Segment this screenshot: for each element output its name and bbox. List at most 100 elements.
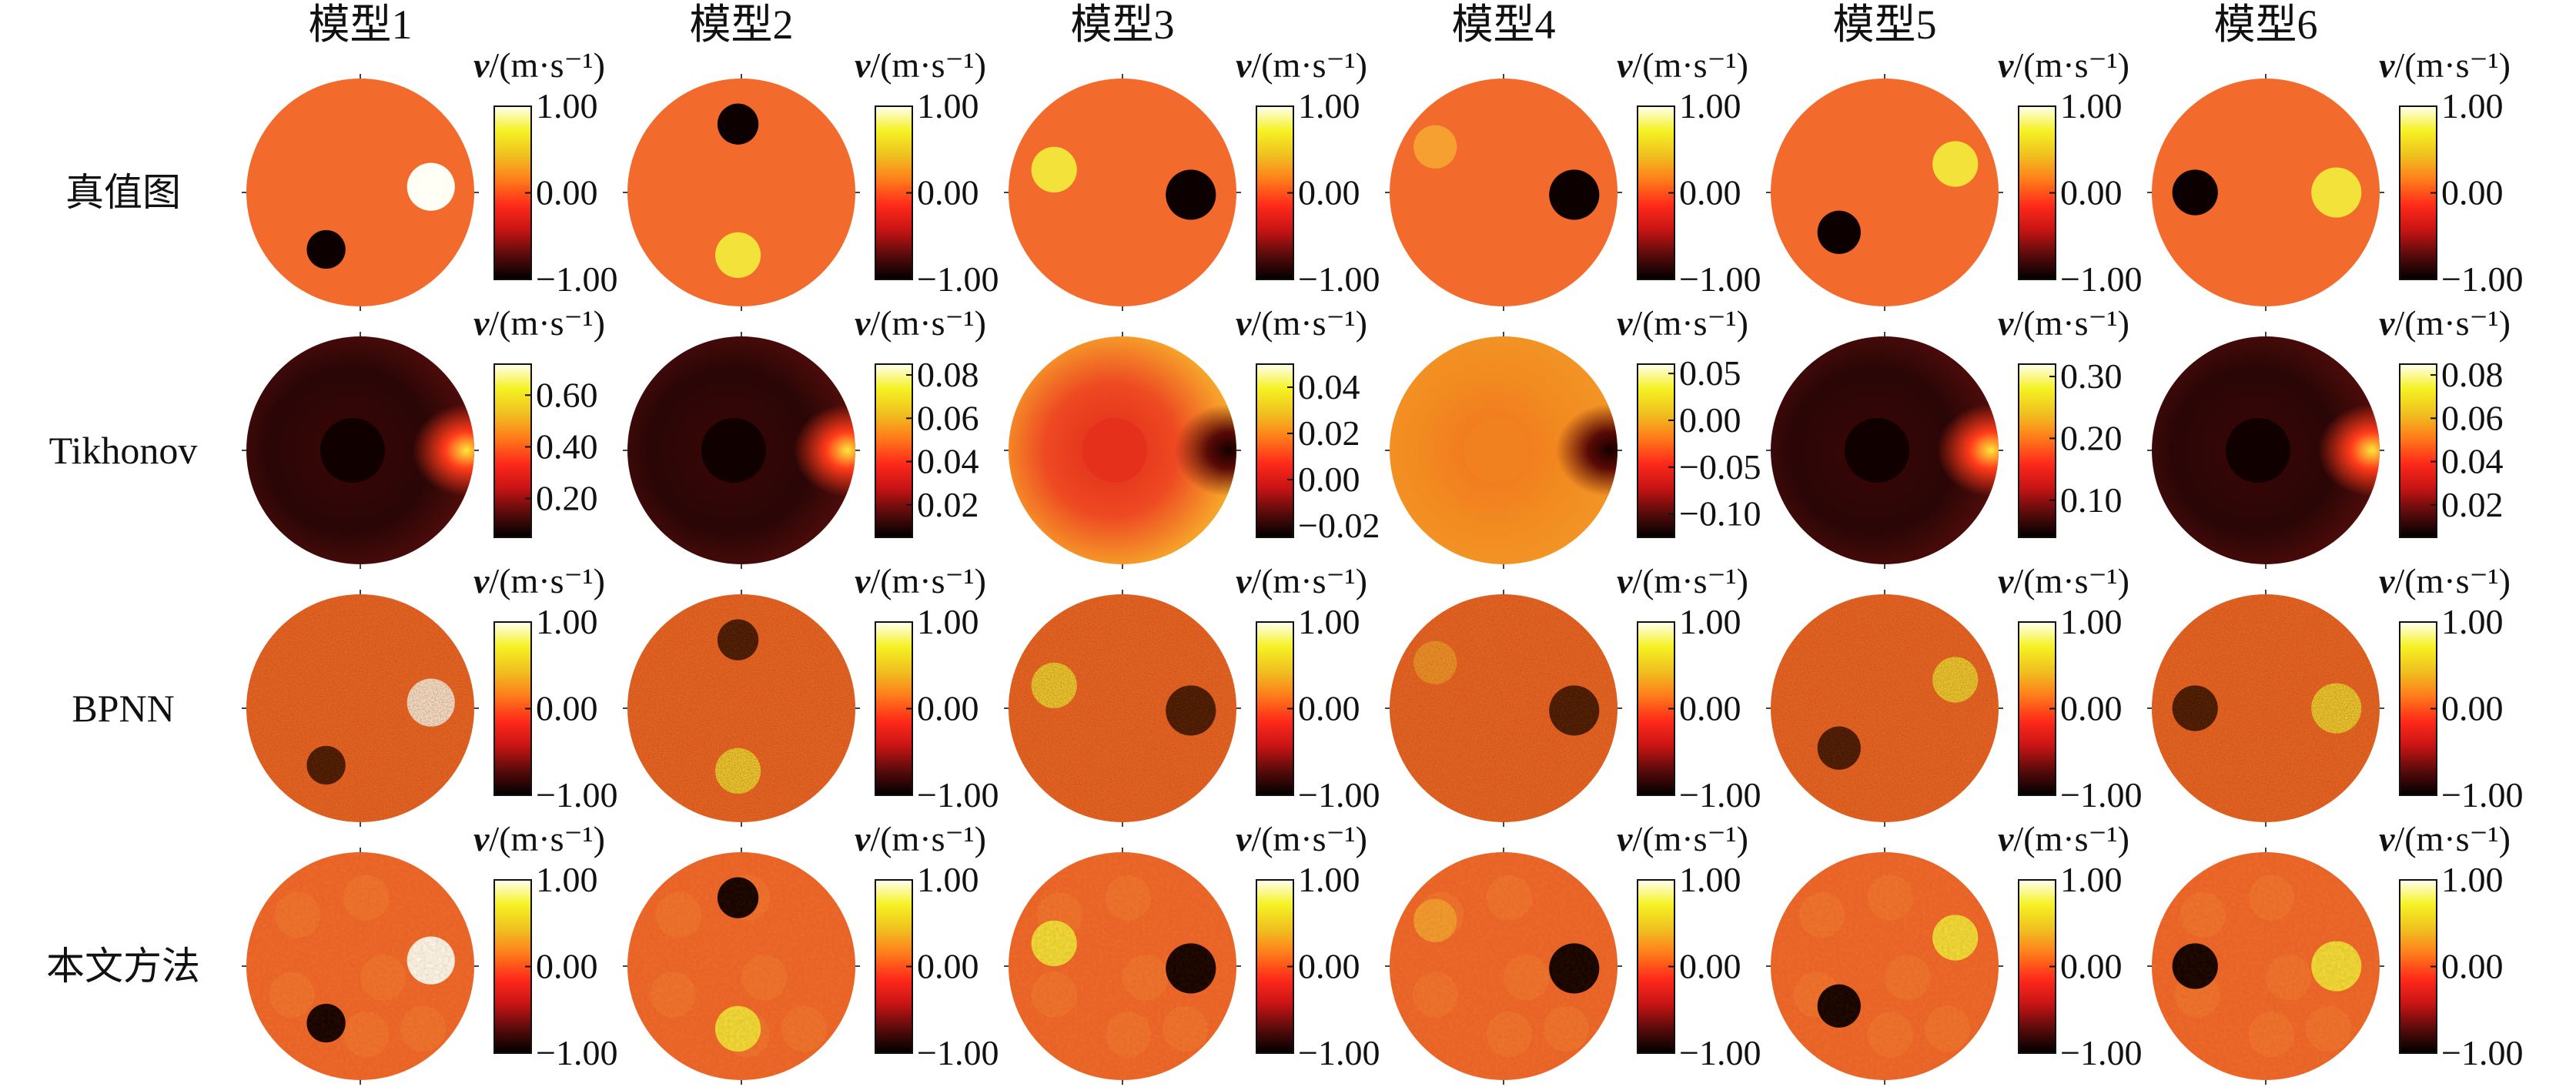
colorbar (2018, 363, 2056, 538)
image-panel: 0.08 0.06 0.04 0.02 v/(m·s⁻¹) (2144, 303, 2544, 569)
image-panel: 1.00 0.00 −1.00 v/(m·s⁻¹) (1001, 46, 1401, 311)
colorbar-symbol: v (473, 819, 490, 858)
panel-svg: 1.00 0.00 −1.00 (1385, 590, 1761, 827)
colorbar-tick-label: 1.00 (536, 602, 598, 641)
colorbar-unit: /(m·s⁻¹) (489, 45, 605, 85)
colorbar-tick-label: 1.00 (917, 602, 979, 641)
inclusion (306, 229, 346, 269)
panel-svg: 1.00 0.00 −1.00 (1004, 848, 1380, 1085)
panel-svg: 1.00 0.00 −1.00 (242, 848, 617, 1085)
image-panel: 0.05 0.00 −0.05 −0.10 v/(m·s⁻¹) (1382, 304, 1782, 569)
colorbar-unit: /(m·s⁻¹) (2394, 561, 2511, 600)
panel-svg: 1.00 0.00 −1.00 (623, 590, 999, 827)
colorbar-tick-label: 0.05 (1679, 353, 1741, 393)
colorbar-tick-label: −1.00 (1298, 775, 1380, 814)
reconstruction-disc (246, 594, 474, 822)
image-panel: 1.00 0.00 −1.00 v/(m·s⁻¹) (1382, 561, 1782, 827)
column-title: 模型6 (2213, 2, 2318, 48)
colorbar-symbol: v (2379, 45, 2395, 85)
colorbar-unit: /(m·s⁻¹) (2394, 819, 2511, 858)
reconstruction-disc (2152, 852, 2380, 1080)
colorbar-symbol: v (473, 45, 490, 85)
image-panel: 1.00 0.00 −1.00 v/(m·s⁻¹) (1763, 820, 2163, 1085)
colorbar-symbol: v (1236, 561, 1252, 600)
colorbar-tick-label: 0.00 (1298, 689, 1360, 728)
colorbar-symbol: v (473, 303, 490, 343)
column-title: 模型5 (1832, 2, 1937, 48)
panel-svg: 0.60 0.40 0.20 (242, 332, 598, 569)
image-panel: 1.00 0.00 −1.00 v/(m·s⁻¹) (1382, 46, 1782, 311)
column-title: 模型3 (1070, 2, 1175, 48)
colorbar-title: v/(m·s⁻¹) (2379, 562, 2511, 600)
colorbar-tick-label: 1.00 (917, 860, 979, 899)
inclusion (1082, 418, 1147, 483)
inclusion (2172, 169, 2218, 216)
colorbar-unit: /(m·s⁻¹) (1251, 45, 1367, 85)
colorbar-tick-label: 0.06 (917, 398, 979, 437)
image-panel: 1.00 0.00 −1.00 v/(m·s⁻¹) (620, 562, 1020, 827)
colorbar-tick-label: 0.08 (917, 355, 979, 394)
panel-svg: 1.00 0.00 −1.00 (242, 74, 617, 311)
column-title: 模型2 (689, 2, 794, 48)
colorbar-symbol: v (855, 819, 871, 858)
reconstruction-disc (627, 594, 855, 822)
colorbar-symbol: v (855, 561, 871, 600)
reconstruction-disc (2152, 594, 2380, 822)
colorbar-tick-label: 0.00 (1679, 689, 1741, 728)
colorbar-unit: /(m·s⁻¹) (1632, 819, 1748, 858)
colorbar-tick-label: 1.00 (2060, 602, 2123, 641)
colorbar (875, 363, 913, 538)
reconstruction-disc (1009, 594, 1236, 822)
colorbar-tick-label: 0.04 (1298, 367, 1360, 406)
colorbar-tick-label: −1.00 (536, 1033, 617, 1072)
panel-svg: 0.04 0.02 0.00 −0.02 (1004, 332, 1380, 569)
reconstruction-disc (246, 79, 474, 306)
colorbar-symbol: v (1617, 561, 1633, 600)
colorbar-tick-label: 0.00 (2441, 689, 2504, 728)
colorbar-symbol: v (1236, 45, 1252, 85)
image-panel: 1.00 0.00 −1.00 v/(m·s⁻¹) (1001, 561, 1401, 827)
boundary-hotspot (413, 404, 474, 497)
panel-svg: 1.00 0.00 −1.00 (1766, 590, 2142, 827)
panel-svg: 0.08 0.06 0.04 0.02 (623, 332, 979, 569)
boundary-hotspot (1175, 404, 1236, 497)
inclusion (2311, 167, 2362, 218)
colorbar-tick-label: −1.00 (2441, 775, 2523, 814)
colorbar-tick-label: 0.04 (917, 442, 979, 481)
colorbar-symbol: v (1236, 303, 1252, 343)
row-label: Tikhonov (49, 429, 198, 472)
colorbar-tick-label: −1.00 (1298, 1033, 1380, 1072)
colorbar-tick-label: −1.00 (1679, 259, 1761, 299)
colorbar-tick-label: 0.00 (536, 689, 598, 728)
colorbar-tick-label: −1.00 (2441, 1033, 2523, 1072)
reconstruction-disc (1771, 79, 1999, 306)
colorbar-tick-label: −1.00 (2441, 259, 2523, 299)
image-panel: 0.60 0.40 0.20 v/(m·s⁻¹) (239, 303, 639, 569)
colorbar-title: v/(m·s⁻¹) (855, 562, 986, 600)
colorbar-symbol: v (2379, 303, 2395, 343)
colorbar-tick-label: −1.00 (2060, 775, 2142, 814)
colorbar-symbol: v (1998, 303, 2014, 343)
colorbar (1256, 363, 1294, 538)
colorbar-title: v/(m·s⁻¹) (473, 46, 605, 85)
colorbar-tick-label: 1.00 (1679, 602, 1741, 641)
colorbar-symbol: v (1617, 819, 1633, 858)
image-panel: 1.00 0.00 −1.00 v/(m·s⁻¹) (620, 819, 1020, 1085)
image-panel: 0.04 0.02 0.00 −0.02 v/(m·s⁻¹) (1001, 303, 1401, 569)
colorbar-tick-label: 0.00 (1679, 173, 1741, 212)
colorbar-title: v/(m·s⁻¹) (855, 46, 986, 85)
boundary-hotspot (1937, 404, 1999, 497)
inclusion (1549, 169, 1600, 220)
colorbar-tick-label: 0.00 (1298, 173, 1360, 212)
reconstruction-disc (627, 852, 855, 1080)
panel-svg: 1.00 0.00 −1.00 (1766, 848, 2142, 1085)
colorbar-tick-label: −0.10 (1679, 494, 1761, 533)
column-title: 模型4 (1451, 2, 1556, 48)
colorbar-tick-label: −1.00 (2060, 1033, 2142, 1072)
row-label: BPNN (72, 687, 175, 730)
image-panel: 1.00 0.00 −1.00 v/(m·s⁻¹) (1763, 46, 2163, 311)
colorbar-tick-label: 0.10 (2060, 480, 2123, 520)
colorbar-tick-label: 0.04 (2441, 442, 2504, 481)
colorbar-title: v/(m·s⁻¹) (1236, 46, 1367, 85)
